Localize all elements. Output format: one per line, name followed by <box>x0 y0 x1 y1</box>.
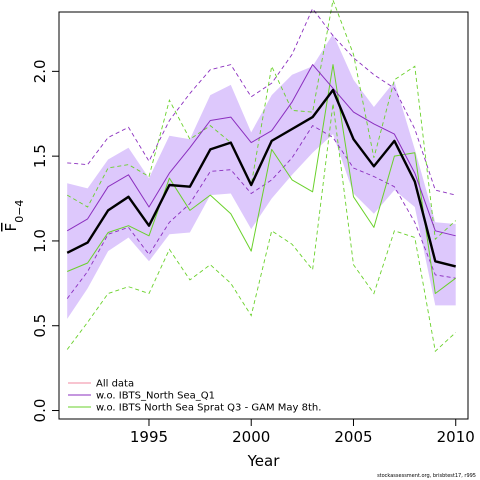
series-1-line <box>66 88 456 268</box>
legend-label-3: w.o. IBTS North Sea Sprat Q3 - GAM May 8… <box>96 403 321 414</box>
legend-label-1: All data <box>96 379 134 390</box>
dashed-lines-layer <box>66 0 457 353</box>
y-axis: 0.0 0.5 1.0 1.5 2.0 <box>31 59 59 422</box>
y-axis-title-main: F <box>2 223 20 232</box>
y-tick-label-1.0: 1.0 <box>31 229 49 253</box>
series-3-lower-dashed-line <box>66 103 457 353</box>
x-axis: 1995 2000 2005 2010 <box>130 419 475 446</box>
x-tick-label-2005: 2005 <box>334 428 372 446</box>
y-tick-label-0.5: 0.5 <box>31 314 49 338</box>
series-lines-layer <box>66 64 457 294</box>
x-tick-label-1995: 1995 <box>130 428 168 446</box>
confidence-band <box>67 34 456 319</box>
confidence-band-layer <box>67 34 456 319</box>
x-tick-label-2000: 2000 <box>232 428 270 446</box>
x-tick-label-2010: 2010 <box>437 428 475 446</box>
series-3-line <box>67 64 457 294</box>
y-tick-label-1.5: 1.5 <box>31 144 49 168</box>
y-axis-title-subscript: 0−4 <box>13 200 26 223</box>
plot-frame <box>58 11 469 420</box>
y-axis-title: F0−4 <box>2 200 26 232</box>
x-axis-title: Year <box>247 452 281 470</box>
y-tick-label-2.0: 2.0 <box>31 59 49 83</box>
legend-label-2: w.o. IBTS_North Sea_Q1 <box>96 391 215 402</box>
credit-text: stockassessment.org, brisbtest17, r995 <box>377 473 476 479</box>
y-tick-label-0.0: 0.0 <box>31 399 49 423</box>
series-3-upper-dashed-line <box>66 0 457 241</box>
series-2-line <box>66 64 456 237</box>
